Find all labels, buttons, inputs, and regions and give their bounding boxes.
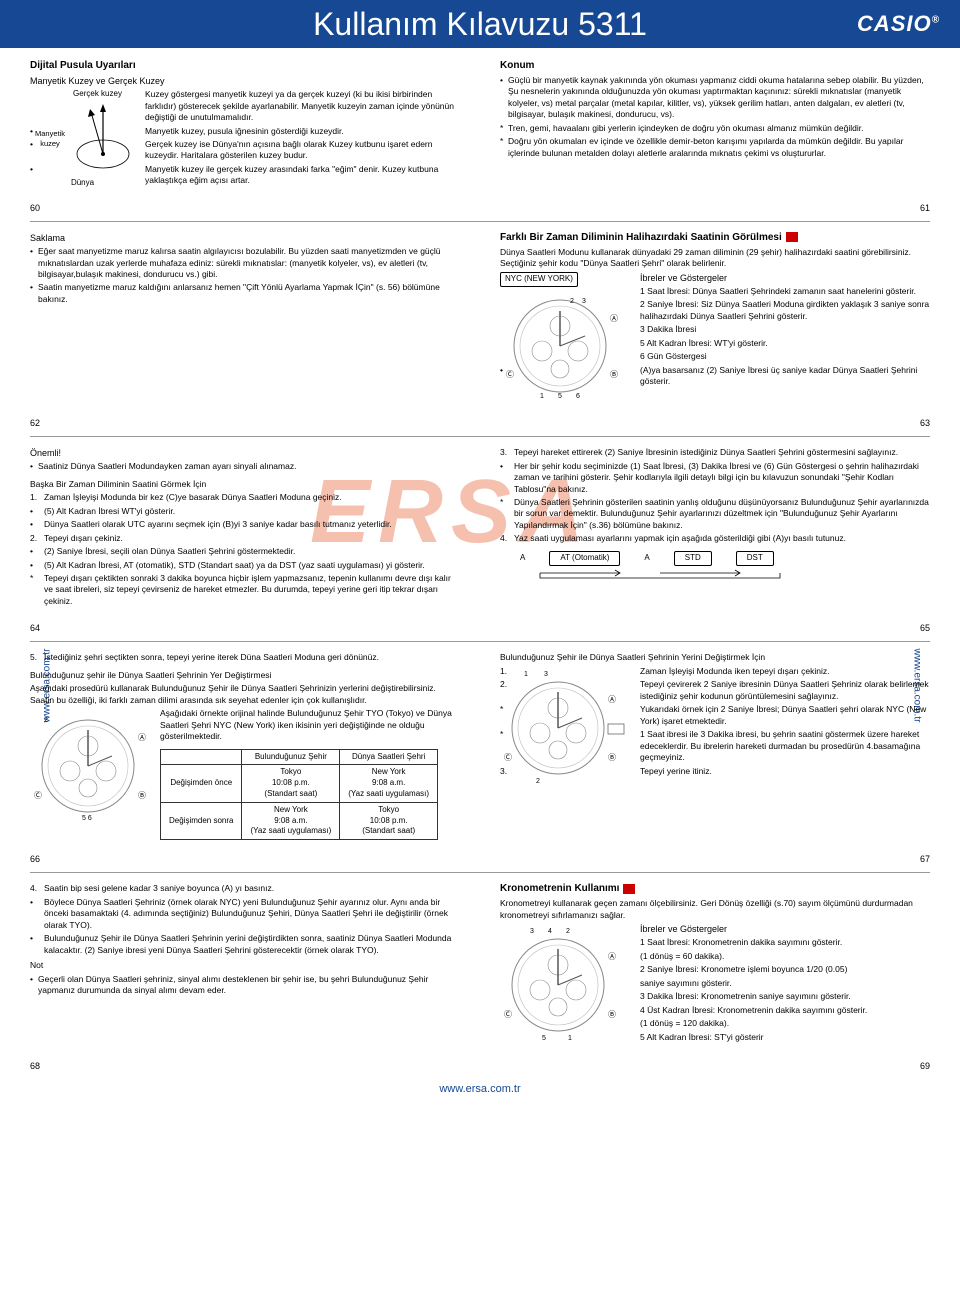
mode-boxes: A AT (Otomatik) A STD DST: [520, 551, 930, 566]
sec66-n5: 5.İstediğiniz şehri seçtikten sonra, tep…: [30, 652, 460, 663]
sec65-nb1: Her bir şehir kodu seçiminizde (1) Saat …: [500, 461, 930, 495]
svg-text:1: 1: [568, 1035, 572, 1042]
watch-figure-66: 2 Ⓐ Ⓑ Ⓒ 5 6: [30, 708, 150, 826]
sec60-b2: Gerçek kuzey ise Dünya'nın açısına bağlı…: [30, 139, 460, 162]
sec60-b3: Manyetik kuzey ile gerçek kuzey arasında…: [30, 164, 460, 187]
casio-logo: CASIO®: [857, 11, 940, 37]
pn68: 68: [30, 1061, 460, 1071]
sec69-p1: Kronometreyi kullanarak geçen zamanı ölç…: [500, 898, 930, 921]
svg-text:Ⓒ: Ⓒ: [504, 1010, 512, 1019]
sec61-s2: Doğru yön okumaları ev içinde ve özellik…: [500, 136, 930, 159]
sec67-s1: Yukarıdaki örnek için 2 Saniye İbresi; D…: [500, 704, 930, 727]
sec64-b1: Saatiniz Dünya Saatleri Modundayken zama…: [30, 461, 460, 472]
sec66-sub: Bulunduğunuz şehir ile Dünya Saatleri Şe…: [30, 670, 460, 681]
header-bar: Kullanım Kılavuzu 5311 CASIO®: [0, 0, 960, 48]
svg-text:Ⓒ: Ⓒ: [34, 791, 42, 800]
pn67: 67: [500, 854, 930, 864]
divider: [30, 436, 930, 437]
sec68-n4: 4.Saatin bip sesi gelene kadar 3 saniye …: [30, 883, 460, 894]
sec64-nb5: Tepeyi dışarı çektikten sonraki 3 dakika…: [30, 573, 460, 607]
pn66: 66: [30, 854, 460, 864]
svg-text:5: 5: [542, 1035, 546, 1042]
sec69-title: Kronometrenin Kullanımı: [500, 883, 930, 894]
mode-arrows-icon: [520, 566, 800, 580]
pn65: 65: [500, 623, 930, 633]
svg-text:1: 1: [540, 393, 544, 400]
city-box: NYC (NEW YORK): [500, 272, 578, 287]
sec63-title: Farklı Bir Zaman Diliminin Halihazırdaki…: [500, 232, 930, 243]
sec65-s1: Dünya Saatleri Şehrinin gösterilen saati…: [500, 497, 930, 531]
table-row: Değişimden sonra New York9:08 a.m.(Yaz s…: [161, 802, 438, 839]
sec64-n1: 1.Zaman İşleyişi Modunda bir kez (C)ye b…: [30, 492, 460, 503]
sec61-b1: Güçlü bir manyetik kaynak yakınında yön …: [500, 75, 930, 121]
red-bar-icon: [786, 232, 798, 242]
svg-text:5: 5: [558, 393, 562, 400]
svg-text:2: 2: [570, 298, 574, 305]
sec61-title: Konum: [500, 60, 930, 71]
swap-table: Bulunduğunuz ŞehirDünya Saatleri Şehri D…: [160, 749, 438, 841]
sec60-b1: Manyetik kuzey, pusula iğnesinin gösterd…: [30, 126, 460, 137]
watch-figure-69: 3 4 2 Ⓐ Ⓑ Ⓒ 5 1: [500, 923, 630, 1046]
sec64-nb1: (5) Alt Kadran İbresi WT'yi gösterir.: [30, 506, 460, 517]
sec60-sub: Manyetik Kuzey ve Gerçek Kuzey: [30, 75, 460, 87]
svg-text:3: 3: [582, 298, 586, 305]
pn62: 62: [30, 418, 460, 428]
sec64-title: Önemli!: [30, 447, 460, 459]
sec67-n1: 1.Zaman İşleyişi Modunda iken tepeyi dış…: [500, 666, 930, 677]
svg-text:3: 3: [530, 928, 534, 935]
svg-text:2: 2: [44, 717, 48, 724]
svg-text:4: 4: [548, 928, 552, 935]
divider: [30, 872, 930, 873]
sec68-b1: Böylece Dünya Saatleri Şehriniz (örnek o…: [30, 897, 460, 931]
mode-std: STD: [674, 551, 712, 566]
sec63-b1: (A)ya basarsanız (2) Saniye İbresi üç sa…: [500, 365, 930, 388]
sec64-n2: 2.Tepeyi dışarı çekiniz.: [30, 533, 460, 544]
table-row: Değişimden önce Tokyo10:08 p.m.(Standart…: [161, 765, 438, 802]
sec68-nb1: Geçerli olan Dünya Saatleri şehriniz, si…: [30, 974, 460, 997]
svg-text:5 6: 5 6: [82, 815, 92, 822]
svg-text:Ⓐ: Ⓐ: [610, 314, 618, 323]
svg-text:2: 2: [566, 928, 570, 935]
footer-url: www.ersa.com.tr: [30, 1083, 930, 1095]
svg-text:6: 6: [576, 393, 580, 400]
sec63-p1: Dünya Saatleri Modunu kullanarak dünyada…: [500, 247, 930, 270]
sec68-b2: Bulunduğunuz Şehir ile Dünya Saatleri Şe…: [30, 933, 460, 956]
sec65-n4: 4.Yaz saati uygulaması ayarlarını yapmak…: [500, 533, 930, 544]
mode-dst: DST: [736, 551, 774, 566]
sec64-nb2: Dünya Saatleri olarak UTC ayarını seçmek…: [30, 519, 460, 530]
header-title: Kullanım Kılavuzu 5311: [313, 6, 647, 43]
pn63: 63: [500, 418, 930, 428]
sec67-n2: 2.Tepeyi çevirerek 2 Saniye ibresinin Dü…: [500, 679, 930, 702]
sec64-nb3: (2) Saniye İbresi, seçili olan Dünya Saa…: [30, 546, 460, 557]
sec66-p1: Aşağıdaki prosedürü kullanarak Bulunduğu…: [30, 683, 460, 706]
sec64-sub1: Başka Bir Zaman Diliminin Saatini Görmek…: [30, 479, 460, 490]
sec62-title: Saklama: [30, 232, 460, 244]
svg-text:Ⓐ: Ⓐ: [608, 952, 616, 961]
svg-text:Ⓑ: Ⓑ: [608, 1010, 616, 1019]
sec68-note: Not: [30, 960, 460, 971]
sec67-s2: 1 Saat ibresi ile 3 Dakika ibresi, bu şe…: [500, 729, 930, 763]
sec67-n3: 3.Tepeyi yerine itiniz.: [500, 766, 930, 777]
sec62-b2: Saatin manyetizme maruz kaldığını anlars…: [30, 282, 460, 305]
pn60: 60: [30, 203, 460, 213]
pn69: 69: [500, 1061, 930, 1071]
sec62-b1: Eğer saat manyetizme maruz kalırsa saati…: [30, 246, 460, 280]
red-bar-icon: [623, 884, 635, 894]
svg-text:Ⓐ: Ⓐ: [138, 733, 146, 742]
sec61-s1: Tren, gemi, havaalanı gibi yerlerin için…: [500, 123, 930, 134]
svg-text:Ⓑ: Ⓑ: [138, 791, 146, 800]
pn64: 64: [30, 623, 460, 633]
sec64-nb4: (5) Alt Kadran İbresi, AT (otomatik), ST…: [30, 560, 460, 571]
sec60-title: Dijital Pusula Uyarıları: [30, 60, 460, 71]
svg-text:2: 2: [536, 778, 540, 785]
mode-at: AT (Otomatik): [549, 551, 620, 566]
sec67-title: Bulunduğunuz Şehir ile Dünya Saatleri Şe…: [500, 652, 930, 663]
sec65-n3: 3.Tepeyi hareket ettirerek (2) Saniye İb…: [500, 447, 930, 458]
divider: [30, 641, 930, 642]
divider: [30, 221, 930, 222]
pn61: 61: [500, 203, 930, 213]
